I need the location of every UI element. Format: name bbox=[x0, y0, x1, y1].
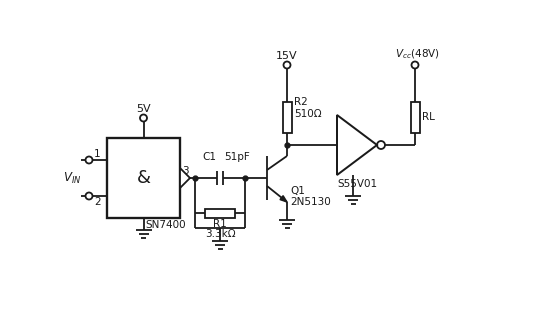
Text: R1: R1 bbox=[213, 219, 227, 229]
Bar bbox=[283, 102, 291, 133]
Bar bbox=[410, 102, 420, 133]
Bar bbox=[205, 209, 235, 218]
Text: $V_{cc}$(48V): $V_{cc}$(48V) bbox=[395, 48, 440, 61]
Text: 1: 1 bbox=[94, 149, 101, 159]
Text: 2: 2 bbox=[94, 197, 101, 207]
Text: 3.3kΩ: 3.3kΩ bbox=[205, 229, 236, 239]
Text: 2N5130: 2N5130 bbox=[290, 197, 331, 207]
Text: C1: C1 bbox=[202, 152, 216, 162]
Text: S55V01: S55V01 bbox=[337, 179, 377, 189]
Text: R2: R2 bbox=[294, 97, 308, 107]
Text: &: & bbox=[137, 169, 150, 187]
Text: SN7400: SN7400 bbox=[145, 220, 186, 230]
Text: $V_{IN}$: $V_{IN}$ bbox=[62, 170, 81, 186]
Polygon shape bbox=[180, 168, 190, 188]
Bar bbox=[107, 138, 180, 218]
Text: 510Ω: 510Ω bbox=[294, 109, 322, 119]
Text: 5V: 5V bbox=[136, 104, 151, 114]
Text: 15V: 15V bbox=[276, 51, 298, 61]
Polygon shape bbox=[337, 115, 377, 175]
Text: Q1: Q1 bbox=[290, 186, 305, 196]
Polygon shape bbox=[280, 196, 287, 202]
Text: RL: RL bbox=[422, 113, 435, 122]
Text: 51pF: 51pF bbox=[224, 152, 250, 162]
Text: 3: 3 bbox=[182, 166, 189, 176]
